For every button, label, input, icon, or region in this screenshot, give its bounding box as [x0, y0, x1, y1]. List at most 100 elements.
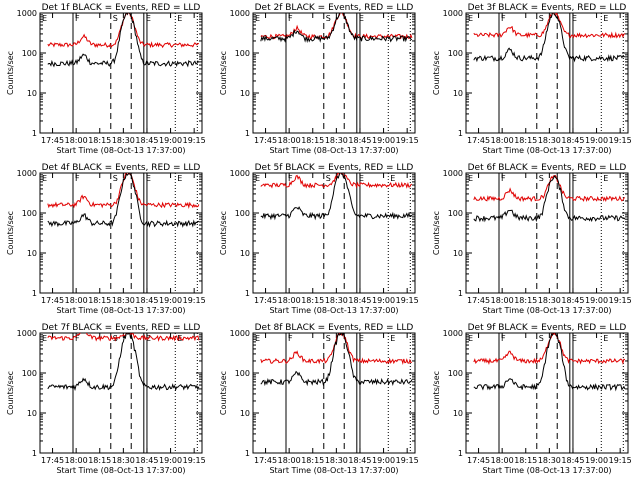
segment-marker-label: E — [603, 174, 608, 183]
segment-marker-label: S — [113, 14, 118, 23]
segment-marker-label: E — [572, 174, 577, 183]
y-axis-label: Counts/sec — [432, 51, 441, 95]
plot-frame — [252, 12, 416, 134]
y-axis-label: Counts/sec — [432, 371, 441, 415]
segment-marker-label: F — [288, 14, 293, 23]
panel-det-1: Det 1f BLACK = Events, RED = LLD 1 10 100 10… — [6, 3, 206, 155]
y-tick-label: 10 — [27, 89, 37, 98]
x-tick-label: 19:00 — [159, 456, 182, 465]
x-axis-label: Start Time (08-Oct-13 17:37:00) — [56, 466, 185, 475]
y-tick-label: 10 — [453, 409, 463, 418]
x-tick-label: 19:15 — [183, 456, 206, 465]
y-axis-label: Counts/sec — [219, 371, 228, 415]
x-tick-label: 18:00 — [278, 456, 301, 465]
panel-title: Det 7f BLACK = Events, RED = LLD — [42, 323, 201, 333]
panel-det-3: Det 3f BLACK = Events, RED = LLD 1 10 100 10… — [432, 3, 632, 155]
y-tick-label: 1000 — [17, 9, 37, 18]
x-tick-label: 18:15 — [301, 456, 324, 465]
segment-marker-label: E — [359, 14, 364, 23]
y-tick-label: 1 — [32, 449, 37, 458]
y-tick-label: 1 — [458, 289, 463, 298]
x-axis-label: Start Time (08-Oct-13 17:37:00) — [482, 306, 611, 315]
x-axis-label: Start Time (08-Oct-13 17:37:00) — [482, 146, 611, 155]
y-tick-label: 100 — [22, 369, 37, 378]
x-tick-label: 18:15 — [88, 296, 111, 305]
x-tick-label: 18:30 — [538, 296, 561, 305]
y-tick-label: 100 — [235, 369, 250, 378]
x-tick-label: 18:45 — [135, 136, 158, 145]
x-tick-label: 17:45 — [254, 456, 277, 465]
segment-marker-label: F — [75, 174, 80, 183]
panel-det-4: Det 4f BLACK = Events, RED = LLD 1 10 100 10… — [6, 163, 206, 315]
x-tick-label: 18:00 — [491, 456, 514, 465]
x-tick-label: 18:30 — [538, 136, 561, 145]
segment-marker-label: E — [42, 174, 47, 183]
segment-marker-label: E — [177, 334, 182, 343]
y-tick-label: 10 — [240, 89, 250, 98]
y-tick-label: 10 — [240, 249, 250, 258]
lld-series-line — [47, 173, 200, 209]
x-tick-label: 18:15 — [301, 136, 324, 145]
segment-marker-label: E — [468, 174, 473, 183]
segment-marker-label: E — [572, 14, 577, 23]
x-tick-label: 18:00 — [491, 296, 514, 305]
panel-title: Det 6f BLACK = Events, RED = LLD — [468, 163, 627, 173]
x-tick-label: 19:00 — [159, 296, 182, 305]
segment-marker-label: S — [539, 174, 544, 183]
x-tick-label: 17:45 — [254, 296, 277, 305]
x-tick-label: 18:30 — [112, 456, 135, 465]
y-axis-label: Counts/sec — [6, 51, 15, 95]
segment-marker-label: E — [390, 14, 395, 23]
segment-marker-label: F — [288, 174, 293, 183]
segment-marker-label: F — [288, 334, 293, 343]
events-series-line — [260, 13, 413, 44]
segment-marker-label: S — [326, 14, 331, 23]
segment-marker-label: F — [501, 174, 506, 183]
x-tick-label: 18:15 — [88, 136, 111, 145]
panel-det-7: Det 7f BLACK = Events, RED = LLD 1 10 100 10… — [6, 323, 206, 475]
segment-marker-label: E — [146, 174, 151, 183]
x-tick-label: 19:15 — [609, 456, 632, 465]
x-tick-label: 18:00 — [65, 296, 88, 305]
x-tick-label: 19:15 — [609, 296, 632, 305]
panel-title: Det 8f BLACK = Events, RED = LLD — [255, 323, 414, 333]
y-tick-label: 1000 — [17, 169, 37, 178]
y-tick-label: 100 — [235, 209, 250, 218]
events-series-line — [473, 13, 625, 63]
x-axis-label: Start Time (08-Oct-13 17:37:00) — [56, 306, 185, 315]
y-axis-label: Counts/sec — [432, 211, 441, 255]
segment-marker-label: E — [42, 14, 47, 23]
segment-marker-label: F — [501, 334, 506, 343]
x-tick-label: 18:30 — [112, 136, 135, 145]
x-tick-label: 18:45 — [561, 136, 584, 145]
segment-marker-label: S — [113, 174, 118, 183]
x-tick-label: 18:45 — [348, 136, 371, 145]
segment-marker-label: F — [75, 334, 80, 343]
segment-marker-label: S — [539, 14, 544, 23]
events-series-line — [260, 333, 413, 387]
y-tick-label: 1 — [245, 129, 250, 138]
x-tick-label: 19:00 — [372, 296, 395, 305]
x-axis-label: Start Time (08-Oct-13 17:37:00) — [269, 466, 398, 475]
x-tick-label: 17:45 — [41, 456, 64, 465]
events-series-line — [47, 333, 200, 392]
segment-marker-label: E — [390, 174, 395, 183]
x-tick-label: 18:00 — [491, 136, 514, 145]
x-tick-label: 19:00 — [585, 136, 608, 145]
x-tick-label: 19:15 — [183, 136, 206, 145]
x-tick-label: 17:45 — [254, 136, 277, 145]
lld-series-line — [260, 333, 413, 366]
x-tick-label: 19:15 — [396, 136, 419, 145]
segment-marker-label: E — [390, 334, 395, 343]
segment-marker-label: E — [603, 334, 608, 343]
y-tick-label: 10 — [27, 249, 37, 258]
y-tick-label: 1000 — [443, 329, 463, 338]
x-tick-label: 18:30 — [538, 456, 561, 465]
x-tick-label: 18:00 — [278, 296, 301, 305]
segment-marker-label: E — [42, 334, 47, 343]
segment-marker-label: E — [603, 14, 608, 23]
segment-marker-label: E — [255, 174, 260, 183]
x-tick-label: 18:15 — [514, 296, 537, 305]
segment-marker-label: E — [359, 174, 364, 183]
